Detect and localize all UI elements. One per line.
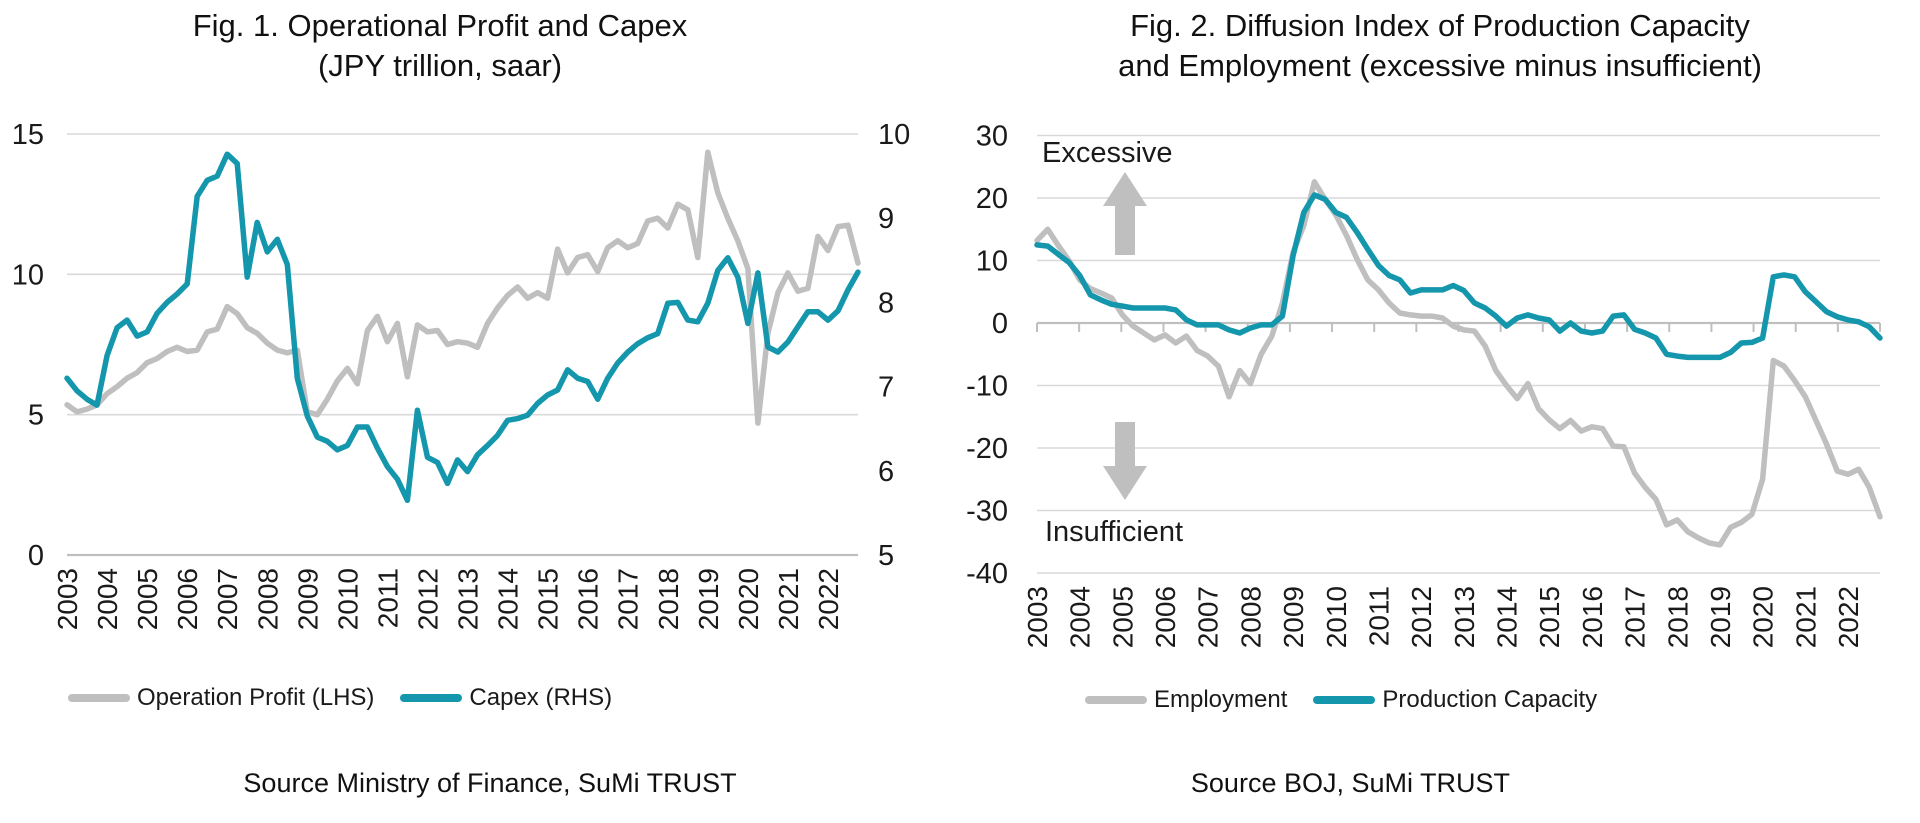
x-axis-label: 2013 bbox=[1449, 586, 1480, 648]
employment-line-swatch-icon bbox=[1085, 696, 1147, 704]
legend-item-production-capacity: Production Capacity bbox=[1313, 686, 1597, 714]
y-left-axis-label: 5 bbox=[28, 400, 44, 432]
figure-1-title: Fig. 1. Operational Profit and Capex (JP… bbox=[20, 6, 860, 86]
y-right-axis-label: 6 bbox=[878, 456, 894, 488]
figure-1-title-line2: (JPY trillion, saar) bbox=[317, 48, 563, 83]
x-axis-label: 2009 bbox=[1278, 586, 1309, 648]
x-axis-label: 2022 bbox=[813, 568, 844, 630]
x-axis-label: 2003 bbox=[52, 568, 83, 630]
excessive-up-arrow-icon bbox=[1103, 172, 1147, 255]
x-axis-label: 2007 bbox=[212, 568, 243, 630]
x-axis-label: 2020 bbox=[1748, 586, 1779, 648]
excessive-label: Excessive bbox=[1042, 137, 1173, 169]
x-axis-label: 2021 bbox=[1790, 586, 1821, 648]
x-axis-label: 2019 bbox=[693, 568, 724, 630]
x-axis-label: 2016 bbox=[1577, 586, 1608, 648]
legend-item-operation-profit: Operation Profit (LHS) bbox=[68, 684, 374, 712]
y-axis-label: -20 bbox=[966, 433, 1008, 465]
x-axis-label: 2015 bbox=[533, 568, 564, 630]
y-axis-label: 10 bbox=[976, 246, 1008, 278]
y-right-axis-label: 10 bbox=[878, 119, 910, 151]
x-axis-label: 2005 bbox=[132, 568, 163, 630]
figure-1-title-line1: Fig. 1. Operational Profit and Capex bbox=[192, 8, 688, 43]
x-axis-label: 2006 bbox=[172, 568, 203, 630]
y-axis-label: -30 bbox=[966, 496, 1008, 528]
y-left-axis-label: 10 bbox=[12, 259, 44, 291]
x-axis-label: 2008 bbox=[1235, 586, 1266, 648]
x-axis-label: 2011 bbox=[1363, 586, 1394, 646]
x-axis-label: 2021 bbox=[773, 568, 804, 630]
figure-2-title: Fig. 2. Diffusion Index of Production Ca… bbox=[965, 6, 1915, 86]
y-right-axis-label: 9 bbox=[878, 203, 894, 235]
figure-2-annotations: Excessive Insufficient bbox=[1042, 137, 1183, 548]
y-right-axis-label: 7 bbox=[878, 372, 894, 404]
x-axis-label: 2017 bbox=[1620, 586, 1651, 648]
y-axis-label: 20 bbox=[976, 183, 1008, 215]
y-axis-label: -40 bbox=[966, 558, 1008, 590]
production-capacity-line-swatch-icon bbox=[1313, 696, 1376, 704]
x-axis-label: 2012 bbox=[1406, 586, 1437, 648]
legend-item-capex: Capex (RHS) bbox=[400, 684, 612, 712]
insufficient-label: Insufficient bbox=[1045, 516, 1183, 548]
x-axis-label: 2011 bbox=[372, 568, 403, 628]
figure-2-title-line1: Fig. 2. Diffusion Index of Production Ca… bbox=[1130, 8, 1750, 43]
capex-line-swatch-icon bbox=[400, 694, 463, 702]
x-axis-label: 2008 bbox=[252, 568, 283, 630]
x-axis-label: 2003 bbox=[1022, 586, 1053, 648]
legend-item-employment: Employment bbox=[1085, 686, 1287, 714]
operation-profit-line-swatch-icon bbox=[68, 694, 130, 702]
x-axis-label: 2019 bbox=[1705, 586, 1736, 648]
series-line-employment bbox=[1034, 179, 1883, 548]
x-axis-label: 2018 bbox=[1662, 586, 1693, 648]
figure-1-legend: Operation Profit (LHS) Capex (RHS) bbox=[68, 684, 612, 712]
legend-label-capex: Capex (RHS) bbox=[469, 684, 613, 711]
figure-2-title-line2: and Employment (excessive minus insuffic… bbox=[1118, 48, 1762, 83]
x-axis-label: 2007 bbox=[1193, 586, 1224, 648]
y-axis-label: 0 bbox=[992, 308, 1008, 340]
insufficient-down-arrow-icon bbox=[1103, 422, 1147, 500]
x-axis-label: 2009 bbox=[292, 568, 323, 630]
x-axis-label: 2004 bbox=[92, 568, 123, 630]
y-left-axis-label: 15 bbox=[12, 119, 44, 151]
figure-1-axes: 0 5 10 15 5 6 7 8 9 10 2003 2004 2005 2006 2007 2008 200… bbox=[12, 119, 911, 630]
x-axis-label: 2018 bbox=[653, 568, 684, 630]
x-axis-label: 2013 bbox=[453, 568, 484, 630]
x-axis-label: 2014 bbox=[493, 568, 524, 630]
legend-label-production-capacity: Production Capacity bbox=[1382, 686, 1598, 713]
series-line-capex-rhs- bbox=[64, 151, 861, 504]
y-right-axis-label: 5 bbox=[878, 540, 894, 572]
legend-label-operation-profit: Operation Profit (LHS) bbox=[137, 684, 375, 711]
x-axis-label: 2010 bbox=[332, 568, 363, 630]
x-axis-label: 2022 bbox=[1833, 586, 1864, 648]
y-axis-label: 30 bbox=[976, 121, 1008, 153]
y-right-axis-label: 8 bbox=[878, 287, 894, 319]
figure-2-source: Source BOJ, SuMi TRUST bbox=[1190, 768, 1510, 798]
x-axis-label: 2017 bbox=[613, 568, 644, 630]
x-axis-label: 2015 bbox=[1534, 586, 1565, 648]
x-axis-label: 2016 bbox=[573, 568, 604, 630]
x-axis-label: 2006 bbox=[1150, 586, 1181, 648]
y-axis-label: -10 bbox=[966, 371, 1008, 403]
x-axis-label: 2005 bbox=[1107, 586, 1138, 648]
x-axis-label: 2020 bbox=[733, 568, 764, 630]
x-axis-label: 2014 bbox=[1492, 586, 1523, 648]
x-axis-label: 2012 bbox=[412, 568, 443, 630]
series-line-production-capacity bbox=[1034, 192, 1883, 361]
figure-1-chart: 0 5 10 15 5 6 7 8 9 10 2003 2004 2005 2006 2007 2008 200… bbox=[12, 119, 911, 630]
figure-1-source: Source Ministry of Finance, SuMi TRUST bbox=[243, 768, 737, 798]
x-axis-label: 2004 bbox=[1065, 586, 1096, 648]
figure-2-legend: Employment Production Capacity bbox=[1085, 686, 1597, 714]
x-axis-label: 2010 bbox=[1321, 586, 1352, 648]
legend-label-employment: Employment bbox=[1154, 686, 1288, 713]
series-line-operation-profit-lhs- bbox=[64, 149, 861, 426]
y-left-axis-label: 0 bbox=[28, 540, 44, 572]
